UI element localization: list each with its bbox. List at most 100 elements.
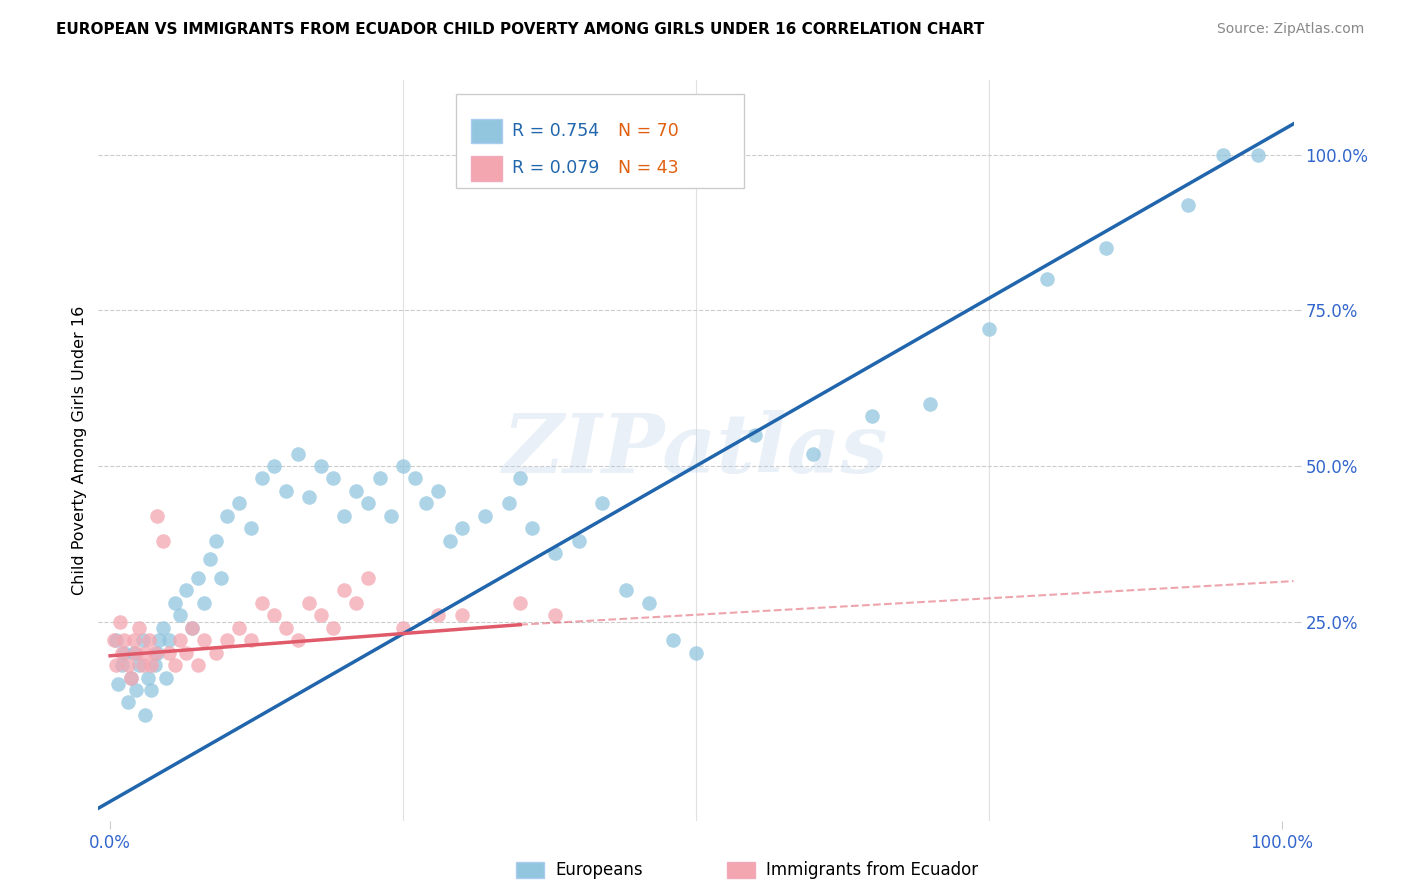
- Point: [263, 458, 285, 473]
- Point: [117, 658, 139, 673]
- Point: [105, 633, 128, 648]
- Text: ZIPatlas: ZIPatlas: [503, 410, 889, 491]
- Point: [132, 633, 155, 648]
- Point: [204, 646, 226, 660]
- Point: [117, 695, 139, 709]
- Text: N = 70: N = 70: [617, 122, 678, 140]
- Point: [169, 633, 191, 648]
- Point: [125, 646, 148, 660]
- Point: [157, 646, 180, 660]
- Point: [120, 671, 142, 685]
- Point: [128, 621, 150, 635]
- Point: [450, 521, 472, 535]
- Point: [155, 671, 177, 685]
- Text: R = 0.079: R = 0.079: [512, 160, 599, 178]
- Point: [1247, 148, 1270, 162]
- Point: [163, 596, 186, 610]
- Point: [415, 496, 437, 510]
- Point: [1036, 272, 1059, 286]
- Point: [357, 496, 380, 510]
- Point: [239, 633, 262, 648]
- Text: EUROPEAN VS IMMIGRANTS FROM ECUADOR CHILD POVERTY AMONG GIRLS UNDER 16 CORRELATI: EUROPEAN VS IMMIGRANTS FROM ECUADOR CHIL…: [56, 22, 984, 37]
- Point: [322, 471, 344, 485]
- Point: [217, 508, 239, 523]
- Point: [143, 646, 166, 660]
- Point: [380, 508, 402, 523]
- Point: [333, 508, 356, 523]
- Point: [108, 615, 131, 629]
- Point: [112, 646, 135, 660]
- Point: [509, 596, 531, 610]
- Point: [239, 521, 262, 535]
- Point: [309, 608, 332, 623]
- Point: [111, 646, 134, 660]
- Text: N = 43: N = 43: [617, 160, 678, 178]
- Point: [125, 683, 148, 698]
- Point: [211, 571, 233, 585]
- Point: [105, 658, 128, 673]
- Point: [174, 646, 197, 660]
- Point: [344, 483, 367, 498]
- Point: [977, 322, 1000, 336]
- Point: [439, 533, 461, 548]
- Point: [263, 608, 285, 623]
- Point: [122, 633, 145, 648]
- Point: [152, 621, 174, 635]
- Point: [544, 608, 567, 623]
- Point: [187, 571, 209, 585]
- Point: [638, 596, 661, 610]
- Point: [392, 458, 415, 473]
- Point: [152, 533, 174, 548]
- Point: [287, 446, 309, 460]
- Point: [1177, 197, 1199, 211]
- Point: [368, 471, 391, 485]
- Point: [252, 471, 274, 485]
- Point: [1212, 148, 1234, 162]
- Point: [228, 496, 250, 510]
- Point: [298, 596, 321, 610]
- Y-axis label: Child Poverty Among Girls Under 16: Child Poverty Among Girls Under 16: [72, 306, 87, 595]
- Point: [509, 471, 531, 485]
- Point: [544, 546, 567, 560]
- Point: [204, 533, 226, 548]
- Point: [136, 671, 159, 685]
- Text: Source: ZipAtlas.com: Source: ZipAtlas.com: [1216, 22, 1364, 37]
- Point: [1095, 241, 1118, 255]
- Point: [120, 671, 142, 685]
- Point: [217, 633, 239, 648]
- Point: [801, 446, 824, 460]
- Point: [138, 633, 160, 648]
- Point: [157, 633, 180, 648]
- Point: [661, 633, 683, 648]
- Point: [134, 646, 156, 660]
- Point: [252, 596, 274, 610]
- Point: [309, 458, 332, 473]
- Point: [685, 646, 707, 660]
- Point: [450, 608, 472, 623]
- Point: [344, 596, 367, 610]
- Point: [744, 428, 766, 442]
- Point: [146, 508, 169, 523]
- Point: [274, 621, 297, 635]
- Point: [427, 608, 450, 623]
- Point: [148, 633, 170, 648]
- Point: [193, 633, 215, 648]
- Point: [107, 677, 129, 691]
- Point: [274, 483, 297, 498]
- Point: [920, 397, 942, 411]
- Point: [333, 583, 356, 598]
- Point: [614, 583, 637, 598]
- Point: [132, 658, 155, 673]
- Point: [181, 621, 204, 635]
- Point: [146, 646, 169, 660]
- Point: [357, 571, 380, 585]
- Point: [163, 658, 186, 673]
- Point: [860, 409, 883, 424]
- Point: [404, 471, 426, 485]
- Point: [112, 633, 135, 648]
- Point: [141, 658, 163, 673]
- Point: [122, 646, 145, 660]
- Point: [474, 508, 496, 523]
- Point: [228, 621, 250, 635]
- Point: [174, 583, 197, 598]
